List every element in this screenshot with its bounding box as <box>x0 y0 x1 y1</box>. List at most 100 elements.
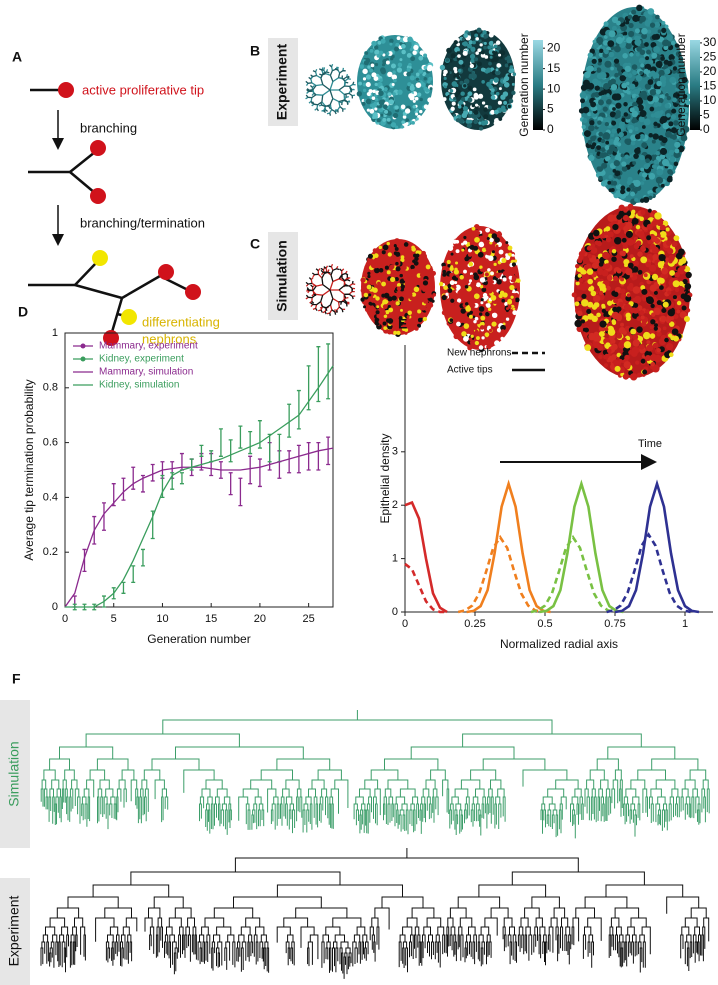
organ-texture <box>616 28 622 33</box>
organ-texture <box>469 339 476 346</box>
organ-texture <box>616 268 622 274</box>
organ-texture <box>463 106 469 112</box>
organ-texture <box>468 261 474 267</box>
organ-texture <box>640 245 646 251</box>
organ-texture <box>488 255 494 262</box>
organ-texture <box>604 121 610 127</box>
organ-texture <box>647 79 654 85</box>
organ-texture <box>650 154 658 162</box>
organ-texture <box>477 48 482 53</box>
organ-texture <box>383 326 388 331</box>
organ-texture <box>668 352 674 358</box>
organ-texture <box>474 258 481 265</box>
organ-texture <box>461 37 465 41</box>
organ-texture <box>378 319 383 324</box>
organ-texture <box>490 109 495 115</box>
organ-texture <box>599 48 604 53</box>
organ-texture <box>369 108 375 114</box>
organ-texture <box>664 24 669 29</box>
organ-texture <box>447 288 453 293</box>
organ-texture <box>673 335 680 342</box>
organ-texture <box>406 67 411 72</box>
organ-texture <box>403 307 408 312</box>
organ-texture <box>386 117 391 122</box>
organ-texture <box>580 319 586 324</box>
organ-texture <box>612 223 619 231</box>
organ-texture <box>392 321 398 327</box>
tip <box>58 82 74 98</box>
organ-texture <box>610 187 615 193</box>
organ-texture <box>647 95 654 102</box>
organ-texture <box>504 57 508 61</box>
organ-texture <box>396 309 400 313</box>
organ-texture <box>364 307 370 312</box>
organ-texture <box>412 99 416 103</box>
organ-texture <box>658 97 664 104</box>
organ-texture <box>498 87 502 91</box>
organ-texture <box>604 156 611 162</box>
organ-texture <box>483 114 489 120</box>
organ-texture <box>501 108 507 113</box>
organ-texture <box>371 96 376 100</box>
organ-texture <box>414 256 419 262</box>
organ-texture <box>429 268 434 272</box>
organ-texture <box>501 298 506 303</box>
organ-texture <box>411 245 415 250</box>
organ-texture <box>502 271 507 276</box>
organ-texture <box>598 52 604 57</box>
organ-texture <box>672 295 677 300</box>
organ-texture <box>587 253 593 259</box>
organ-texture <box>486 237 490 241</box>
organ-texture <box>373 76 379 81</box>
organ-texture <box>649 213 654 218</box>
organ-texture <box>399 58 403 62</box>
organ-texture <box>631 110 639 118</box>
organ-texture <box>636 326 643 333</box>
organ-texture <box>419 109 423 114</box>
organ-texture <box>479 277 486 283</box>
organ-texture <box>675 51 682 57</box>
y-tick-label: 1 <box>52 327 58 339</box>
organ-texture <box>649 88 657 96</box>
colorbar-title: Generation number <box>517 33 531 136</box>
organ-texture <box>621 161 627 167</box>
organ-texture <box>604 327 609 332</box>
organ-texture <box>410 268 416 274</box>
organ-texture <box>474 224 480 230</box>
organ-texture <box>627 14 633 20</box>
organ-texture <box>639 310 645 316</box>
organ-texture <box>370 313 374 317</box>
organ-texture <box>652 253 659 261</box>
organ-texture <box>458 118 464 124</box>
organ-texture <box>443 285 448 290</box>
organ-texture <box>449 318 454 322</box>
organ-texture <box>474 33 479 38</box>
organ-texture <box>455 118 460 123</box>
organ-texture <box>473 92 479 98</box>
organ-texture <box>603 363 609 368</box>
organ-texture <box>618 131 624 138</box>
y-axis-label: Epithelial density <box>378 433 392 523</box>
organ-texture <box>620 322 625 327</box>
organ-texture <box>599 152 606 159</box>
organ-texture <box>407 36 413 43</box>
organ-texture <box>382 104 388 110</box>
organ-texture <box>486 284 491 289</box>
organ-texture <box>483 45 488 50</box>
organ-texture <box>360 288 365 293</box>
organ-texture <box>356 91 363 97</box>
organ-texture <box>597 267 603 272</box>
organ-texture <box>627 124 635 132</box>
organ-texture <box>654 354 662 363</box>
organ-texture <box>469 274 475 280</box>
tree-image <box>305 265 354 316</box>
organ-texture <box>461 248 465 252</box>
error-bar <box>218 428 223 457</box>
organ-texture <box>505 241 509 245</box>
panel-label: C <box>250 236 260 252</box>
organ-texture <box>475 319 481 325</box>
organ-texture <box>471 71 475 75</box>
organ-texture <box>458 59 464 65</box>
organ-texture <box>414 96 419 101</box>
series-line <box>64 447 334 608</box>
